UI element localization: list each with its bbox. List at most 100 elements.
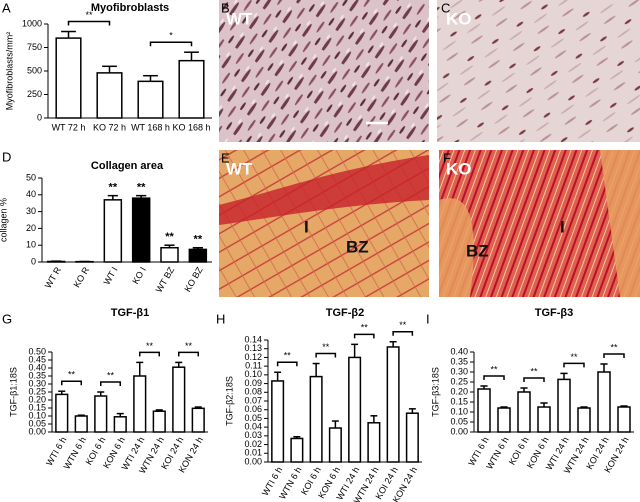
y-tick-label: 0.10	[450, 406, 468, 416]
y-tick-label: 0.30	[28, 378, 46, 388]
significance-label: **	[361, 323, 369, 333]
bar	[309, 375, 323, 463]
tissue-band	[219, 155, 429, 225]
y-tick-label: 0.20	[28, 394, 46, 404]
bar	[405, 412, 419, 463]
significance-bracket	[67, 20, 111, 26]
y-tick-label: 0.10	[244, 369, 262, 379]
x-tick-label: KO 72 h	[93, 122, 126, 132]
y-tick-label: 30	[26, 206, 36, 216]
y-axis-label: collagen %	[0, 198, 8, 242]
significance-label: **	[109, 182, 118, 194]
significance-label: **	[570, 352, 578, 362]
y-axis-label: TGF-β1:18S	[8, 367, 18, 417]
significance-bracket	[392, 330, 414, 336]
bar	[557, 378, 571, 433]
chart-title: TGF-β3	[535, 307, 574, 319]
bar	[191, 407, 205, 433]
image-label: WT	[226, 159, 253, 178]
bar	[178, 59, 205, 119]
significance-bracket	[149, 41, 193, 47]
bar	[96, 72, 123, 119]
y-tick-label: 0.03	[244, 430, 262, 440]
y-tick-label: 750	[27, 42, 42, 52]
significance-bracket	[178, 351, 199, 357]
significance-label: **	[165, 231, 174, 243]
y-tick-label: 10	[26, 240, 36, 250]
y-tick-label: 0.10	[28, 410, 46, 420]
y-tick-label: 0.15	[28, 402, 46, 412]
y-tick-label: 0.05	[28, 418, 46, 428]
y-tick-label: 0	[31, 256, 36, 266]
y-tick-label: 0.11	[245, 361, 262, 371]
y-tick-label: 0.25	[28, 386, 46, 396]
bar	[137, 80, 164, 119]
bar	[497, 407, 511, 433]
significance-label: **	[85, 10, 93, 20]
panel-label: I	[426, 311, 430, 326]
significance-label: **	[68, 370, 76, 380]
panel-label: B	[221, 0, 230, 15]
x-tick-label: WT I	[102, 265, 120, 286]
y-tick-label: 0.07	[244, 395, 262, 405]
y-tick-label: 0.35	[450, 356, 468, 366]
y-tick-label: 0.13	[244, 343, 262, 353]
chart-title: Myofibroblasts	[91, 2, 169, 14]
significance-label: **	[146, 341, 154, 351]
chart-title: TGF-β2	[326, 307, 365, 319]
y-tick-label: 0.04	[244, 422, 262, 432]
panel-label: D	[2, 149, 11, 164]
y-tick-label: 0.08	[244, 387, 262, 397]
significance-label: **	[284, 351, 292, 361]
panel-label: F	[443, 150, 451, 165]
significance-bracket	[603, 353, 625, 358]
image-label: KO	[446, 9, 472, 28]
significance-bracket	[100, 381, 121, 386]
bar	[160, 246, 179, 263]
y-tick-label: 0.35	[28, 370, 46, 380]
y-tick-label: 0.00	[244, 456, 262, 466]
bar	[113, 416, 127, 433]
y-tick-label: 0.40	[28, 362, 46, 372]
bar	[517, 391, 531, 433]
x-tick-label: WT BZ	[154, 265, 177, 295]
x-tick-label: KO I	[130, 265, 148, 286]
panel-label: G	[2, 311, 12, 326]
panel-label: A	[2, 0, 11, 15]
significance-label: **	[399, 320, 407, 330]
x-tick-label: KO BZ	[182, 265, 204, 294]
image-label: BZ	[466, 241, 489, 260]
x-tick-label: WT R	[43, 265, 63, 290]
significance-bracket	[315, 352, 337, 358]
significance-label: **	[194, 234, 203, 246]
bar	[94, 395, 108, 433]
image-label: BZ	[346, 237, 369, 256]
image-label: I	[560, 217, 565, 236]
x-tick-label: WT 72 h	[52, 122, 86, 132]
bar	[271, 380, 285, 463]
significance-label: **	[530, 366, 538, 376]
bar	[55, 393, 69, 433]
micrograph	[437, 0, 640, 142]
y-axis-label: TGF-β2:18S	[224, 376, 234, 426]
y-tick-label: 0.05	[244, 413, 262, 423]
y-tick-label: 0.06	[244, 404, 262, 414]
significance-bracket	[483, 375, 505, 380]
bar	[617, 406, 631, 433]
y-tick-label: 0.45	[28, 354, 46, 364]
y-tick-label: 0.00	[450, 426, 468, 436]
significance-bracket	[61, 380, 82, 386]
significance-bracket	[563, 362, 585, 368]
significance-bracket	[523, 377, 545, 382]
x-tick-label: KO 168 h	[172, 122, 210, 132]
y-tick-label: 0.20	[450, 386, 468, 396]
y-tick-label: 500	[27, 65, 42, 75]
y-tick-label: 0.09	[244, 378, 262, 388]
y-tick-label: 0.50	[28, 346, 46, 356]
bar	[537, 406, 551, 433]
bar	[131, 197, 151, 263]
significance-bracket	[353, 333, 375, 339]
chart-title: TGF-β1	[111, 307, 150, 319]
y-tick-label: 0	[37, 112, 42, 122]
significance-label: **	[322, 342, 330, 352]
